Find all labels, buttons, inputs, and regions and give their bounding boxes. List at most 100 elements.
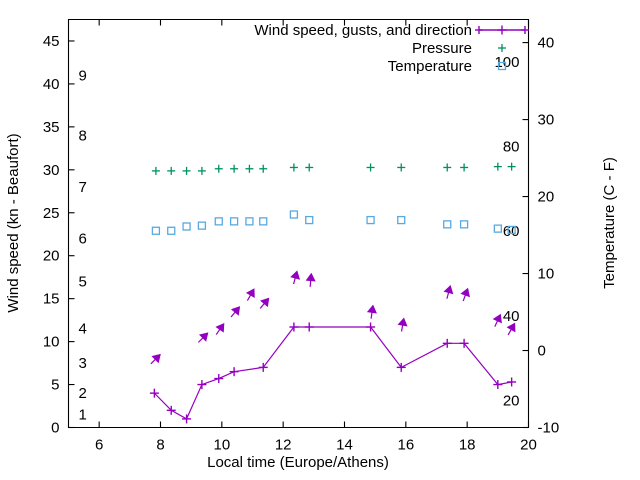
- y-axis-ticks: 0 5 10 15 20 25 30 35 40 45: [43, 33, 75, 437]
- x-tick-label: 6: [95, 437, 103, 454]
- arrow-head: [366, 304, 377, 314]
- x-tick-label: 14: [336, 437, 353, 454]
- y2-tick-label: 40: [538, 35, 555, 52]
- wind-direction-arrow: [506, 322, 516, 336]
- y2-tick-label: 10: [538, 266, 555, 283]
- temperature-point: [197, 221, 207, 230]
- fahrenheit-label: 20: [503, 393, 520, 410]
- y-axis-title: Wind speed (kn - Beaufort): [5, 133, 22, 312]
- x-tick-label: 10: [213, 437, 230, 454]
- temperature-point: [366, 215, 375, 225]
- wind-direction-arrow: [443, 285, 454, 299]
- temperature-point: [397, 215, 406, 225]
- legend-label[interactable]: Wind speed, gusts, and direction: [254, 22, 472, 39]
- beaufort-label: 4: [79, 321, 87, 338]
- arrow-head: [260, 297, 270, 308]
- fahrenheit-label: 60: [503, 223, 520, 240]
- beaufort-scale-labels: 1 2 3 4 5 6 7 8 9: [79, 67, 87, 423]
- temperature-point: [167, 226, 176, 235]
- pressure-series: [151, 162, 516, 175]
- y2-tick-label: -10: [538, 420, 560, 437]
- wind-direction-arrow: [259, 297, 270, 309]
- y2-axis-ticks: -10 0 10 20 30 40: [522, 35, 560, 437]
- y-tick-label: 30: [43, 162, 60, 179]
- temperature-point: [493, 224, 502, 233]
- temperature-point: [289, 210, 299, 219]
- arrow-head: [230, 306, 241, 316]
- wind-direction-arrow: [366, 304, 377, 319]
- temperature-point: [507, 225, 516, 235]
- beaufort-label: 6: [79, 231, 87, 248]
- y-tick-label: 40: [43, 76, 60, 93]
- arrow-head: [151, 353, 161, 364]
- y-tick-label: 45: [43, 33, 60, 50]
- temperature-series: [151, 210, 516, 235]
- y-tick-label: 15: [43, 291, 60, 308]
- y-tick-label: 35: [43, 119, 60, 136]
- wind-direction-arrow: [492, 313, 502, 327]
- arrow-head: [460, 287, 470, 298]
- arrow-head: [443, 285, 454, 295]
- x-axis-ticks: 6 8 10 12 14 16 18 20: [95, 19, 537, 454]
- fahrenheit-label: 80: [503, 139, 520, 156]
- temperature-point: [443, 220, 452, 229]
- y-tick-label: 0: [51, 420, 59, 437]
- y2-tick-label: 20: [538, 189, 555, 206]
- fahrenheit-label: 100: [494, 54, 519, 71]
- temperature-point: [259, 217, 268, 226]
- beaufort-label: 2: [79, 385, 87, 402]
- arrow-head: [215, 322, 225, 333]
- temperature-point: [305, 215, 314, 225]
- wind-speed-series: [149, 322, 517, 424]
- y2-axis-title: Temperature (C - F): [601, 157, 618, 289]
- temperature-point: [229, 217, 239, 226]
- beaufort-label: 3: [79, 355, 87, 372]
- wind-direction-arrow: [460, 287, 470, 302]
- y-tick-label: 20: [43, 248, 60, 265]
- wind-direction-arrows: [150, 270, 516, 365]
- x-tick-label: 20: [520, 437, 537, 454]
- fahrenheit-scale-labels: 20 40 60 80 100: [494, 54, 519, 410]
- y2-tick-label: 0: [538, 343, 546, 360]
- y-tick-label: 10: [43, 334, 60, 351]
- beaufort-label: 9: [79, 67, 87, 84]
- x-tick-label: 8: [156, 437, 164, 454]
- beaufort-label: 5: [79, 273, 87, 290]
- temperature-point: [151, 226, 161, 235]
- x-tick-label: 18: [459, 437, 476, 454]
- legend-label[interactable]: Temperature: [388, 58, 472, 75]
- temperature-point: [459, 220, 469, 229]
- arrow-head: [397, 317, 408, 327]
- arrow-head: [305, 272, 316, 282]
- wind-direction-arrow: [397, 317, 408, 332]
- beaufort-label: 7: [79, 179, 87, 196]
- wind-direction-arrow: [197, 332, 209, 343]
- temperature-point: [245, 217, 254, 226]
- temperature-point: [182, 222, 191, 231]
- wind-direction-arrow: [215, 322, 225, 335]
- y-tick-label: 25: [43, 205, 60, 222]
- fahrenheit-label: 40: [503, 308, 520, 325]
- chart-legend[interactable]: Wind speed, gusts, and directionPressure…: [254, 22, 529, 75]
- wind-direction-arrow: [290, 270, 301, 285]
- wind-direction-arrow: [230, 306, 241, 318]
- legend-marker-temperature: [497, 61, 507, 71]
- wind-direction-arrow: [305, 272, 316, 287]
- y2-tick-label: 30: [538, 112, 555, 129]
- arrow-head: [290, 270, 301, 280]
- wind-direction-arrow: [150, 353, 161, 365]
- y-tick-label: 5: [51, 377, 59, 394]
- arrow-head: [198, 332, 209, 342]
- beaufort-label: 1: [79, 407, 87, 424]
- arrow-head: [492, 313, 502, 324]
- temperature-point: [214, 217, 223, 226]
- arrow-head: [245, 288, 255, 298]
- x-axis-title: Local time (Europe/Athens): [207, 454, 389, 471]
- legend-label[interactable]: Pressure: [412, 40, 472, 57]
- x-tick-label: 12: [275, 437, 292, 454]
- arrow-head: [506, 322, 516, 333]
- beaufort-label: 8: [79, 127, 87, 144]
